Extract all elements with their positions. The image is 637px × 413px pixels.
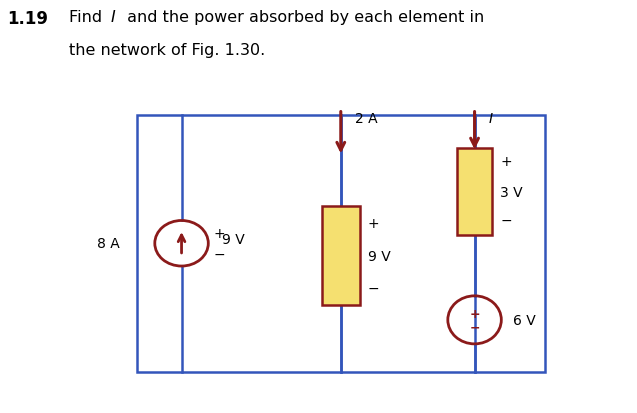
Text: −: − (368, 281, 379, 295)
Text: 9 V: 9 V (368, 249, 390, 263)
Text: 9 V: 9 V (222, 233, 245, 247)
Text: 2 A: 2 A (355, 112, 378, 126)
Text: +: + (213, 226, 225, 240)
Text: 3 V: 3 V (500, 185, 523, 199)
Text: I: I (110, 10, 115, 25)
Text: +: + (368, 217, 379, 231)
Text: −: − (469, 320, 480, 333)
Text: −: − (500, 213, 512, 227)
Text: +: + (500, 155, 512, 169)
Text: the network of Fig. 1.30.: the network of Fig. 1.30. (69, 43, 265, 58)
Text: and the power absorbed by each element in: and the power absorbed by each element i… (122, 10, 484, 25)
Polygon shape (322, 206, 360, 306)
Text: −: − (213, 247, 225, 261)
Text: 8 A: 8 A (97, 237, 120, 251)
Text: Find: Find (69, 10, 107, 25)
Text: +: + (469, 307, 480, 320)
Text: 6 V: 6 V (513, 313, 536, 327)
Text: 1.19: 1.19 (8, 10, 48, 28)
Text: I: I (489, 112, 492, 126)
Polygon shape (457, 149, 492, 235)
